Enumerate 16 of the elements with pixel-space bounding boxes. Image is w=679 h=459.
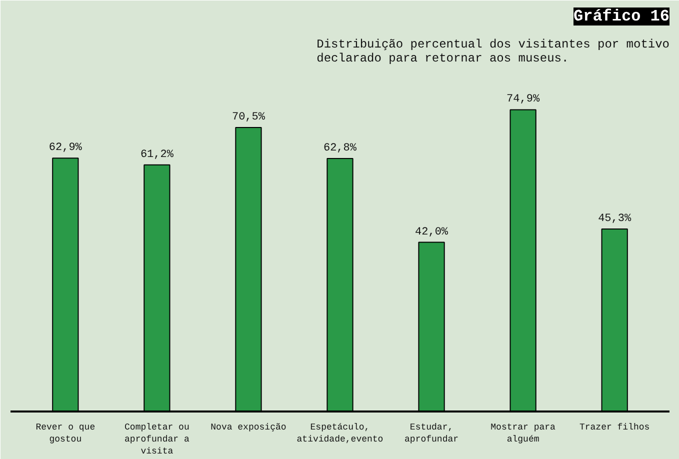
chart-title: Gráfico 16	[573, 8, 670, 26]
x-tick-label: Trazer filhos	[579, 422, 650, 432]
x-tick-label: Estudar, aprofundar	[404, 422, 459, 444]
chart-subtitle: Distribuição percentual dos visitantes por motivo declarado para retornar aos museus.	[316, 38, 670, 66]
data-label: 61,2%	[140, 148, 174, 161]
data-label: 42,0%	[415, 226, 448, 238]
x-tick-label: Espetáculo, atividade,evento	[296, 422, 384, 444]
data-label: 70,5%	[232, 111, 266, 124]
x-tick-label: Completar ou aprofundar a visita	[124, 422, 190, 456]
data-label: 45,3%	[598, 212, 632, 225]
data-label: 62,8%	[323, 142, 357, 154]
x-tick-label: Nova exposição	[210, 422, 286, 432]
x-tick-label: Rever o que gostou	[36, 422, 96, 444]
x-tick-label: Mostrar para alguém	[490, 422, 556, 444]
data-label: 62,9%	[48, 142, 82, 154]
data-label: 74,9%	[506, 94, 540, 106]
